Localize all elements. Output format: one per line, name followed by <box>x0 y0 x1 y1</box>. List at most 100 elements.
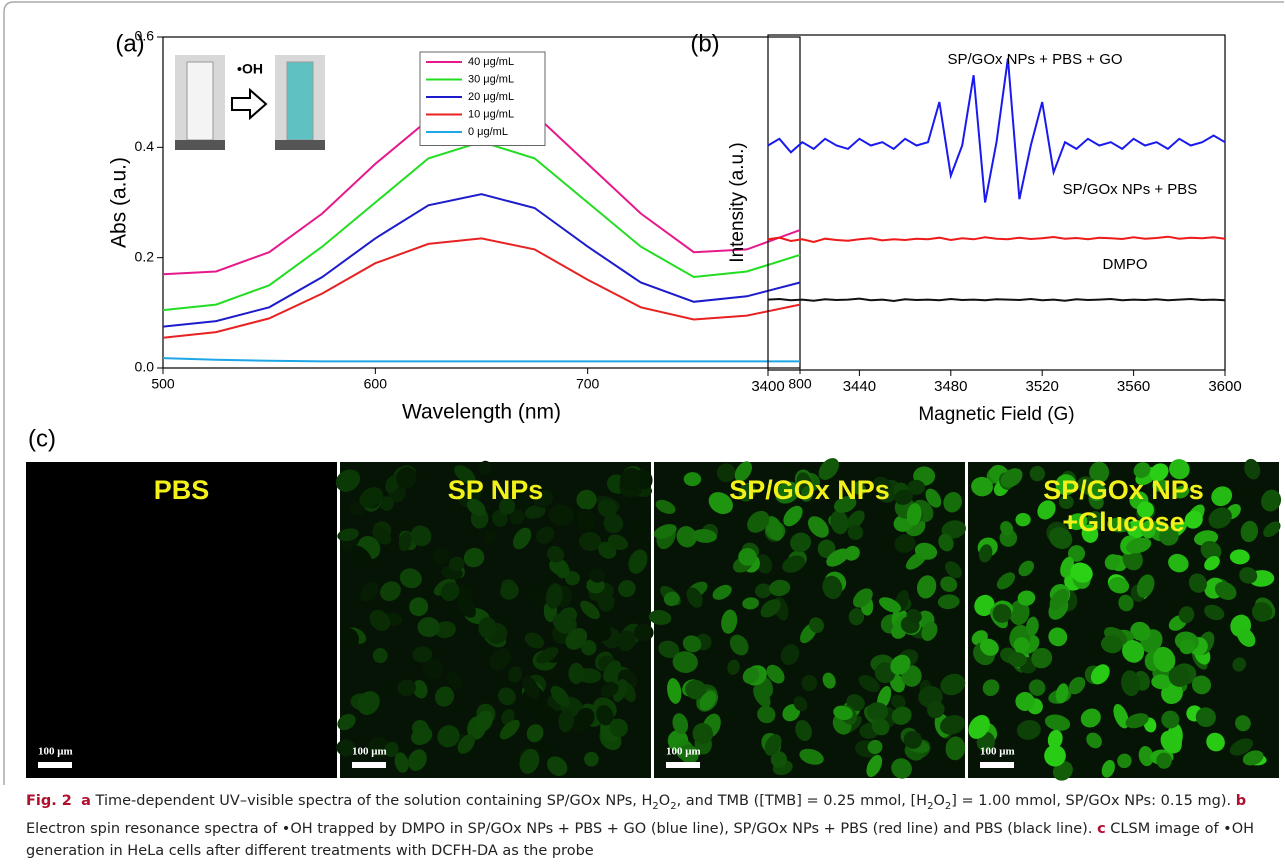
cell <box>891 758 912 779</box>
cell <box>507 666 523 683</box>
cell <box>632 521 646 538</box>
cell <box>536 704 558 724</box>
cell <box>1101 759 1115 778</box>
cell <box>903 730 923 749</box>
cell <box>770 751 788 769</box>
cell <box>916 575 937 599</box>
cell <box>890 654 911 675</box>
cell <box>603 660 622 683</box>
cell <box>672 651 698 673</box>
legend-label: 0 μg/mL <box>468 126 508 138</box>
y-axis-label: Abs (a.u.) <box>108 157 131 248</box>
cell <box>1204 555 1220 571</box>
cell <box>1108 577 1130 594</box>
cell <box>524 504 546 519</box>
cell <box>558 709 575 733</box>
cell <box>1044 744 1066 767</box>
cell <box>589 568 606 583</box>
cell <box>653 524 677 539</box>
cell <box>1168 553 1189 573</box>
cell <box>1117 753 1132 769</box>
legend-label: 30 μg/mL <box>468 73 514 85</box>
cell <box>655 499 676 514</box>
x-tick-label: 3480 <box>934 378 967 395</box>
cell <box>1016 719 1041 740</box>
cell <box>874 662 896 684</box>
cell <box>1081 524 1099 543</box>
cell <box>500 582 519 600</box>
cell <box>547 545 565 563</box>
cell <box>372 526 392 545</box>
cell <box>1152 478 1168 492</box>
cell <box>1251 602 1273 622</box>
cell <box>873 476 891 492</box>
cell <box>579 532 602 552</box>
cell <box>938 533 954 552</box>
cell <box>925 488 942 508</box>
cell <box>336 739 356 757</box>
cell <box>658 640 680 659</box>
annotation: •OH <box>237 61 263 77</box>
cell <box>546 583 563 609</box>
cell <box>603 513 624 534</box>
cell <box>682 635 702 653</box>
cell <box>501 708 515 725</box>
cell <box>597 498 618 518</box>
cell <box>667 678 682 704</box>
cell <box>1048 627 1068 647</box>
cell <box>848 608 865 626</box>
cell <box>914 542 938 560</box>
cell <box>1125 713 1149 729</box>
panel-label: (b) <box>690 30 719 57</box>
cell <box>906 503 922 526</box>
cell <box>379 496 394 511</box>
cell <box>795 719 812 742</box>
panel-label: (c) <box>28 425 56 452</box>
cell <box>941 520 966 539</box>
y-tick-label: 0.4 <box>135 138 155 154</box>
cell <box>1126 519 1146 539</box>
cell <box>738 482 756 502</box>
caption-sub: 2 <box>944 800 952 812</box>
cell <box>517 487 533 509</box>
scale-bar <box>666 762 700 768</box>
caption-text: , and TMB ([TMB] = 0.25 mmol, [H <box>676 793 928 809</box>
cell <box>349 502 365 516</box>
cell <box>576 489 597 510</box>
cell <box>584 751 599 767</box>
data-line <box>767 58 1226 203</box>
cell <box>335 469 361 492</box>
cell <box>968 714 990 739</box>
caption-part: c <box>1097 820 1106 837</box>
cell <box>1168 665 1190 687</box>
micrograph: PBS 100 μm <box>26 462 337 778</box>
cell <box>410 525 432 547</box>
cell <box>536 526 555 544</box>
cell <box>440 582 460 602</box>
cell <box>1138 746 1154 767</box>
caption-label: Fig. 2 <box>26 793 72 809</box>
cell <box>847 524 864 540</box>
cell <box>721 609 738 634</box>
y-tick-label: 0.6 <box>135 28 155 44</box>
cell <box>394 752 409 773</box>
cell <box>1261 489 1282 512</box>
cell <box>337 528 359 542</box>
cell <box>1121 670 1141 697</box>
cell <box>996 572 1016 590</box>
cell <box>1044 714 1071 731</box>
cell <box>826 548 850 567</box>
micrograph: SP/GOx NPs+Glucose 100 μm <box>968 458 1282 781</box>
caption-text: ] = 1.00 mmol, SP/GOx NPs: 0.15 mg). <box>951 793 1236 809</box>
legend-label: 10 μg/mL <box>468 108 514 120</box>
cell <box>1008 652 1027 668</box>
cell <box>775 481 800 504</box>
x-tick-label: 800 <box>788 376 812 392</box>
cell <box>1015 512 1031 527</box>
data-line <box>162 237 801 339</box>
inset-photos <box>175 55 325 150</box>
cell <box>628 549 648 574</box>
cell <box>618 580 636 598</box>
cell <box>982 679 1000 696</box>
